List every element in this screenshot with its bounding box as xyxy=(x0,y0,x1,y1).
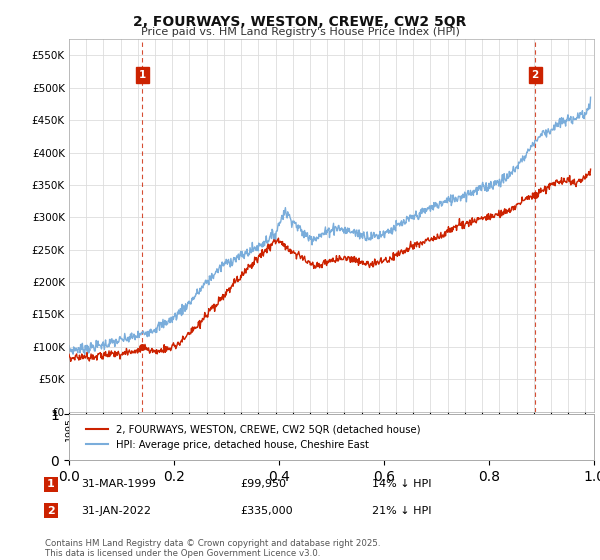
Legend: 2, FOURWAYS, WESTON, CREWE, CW2 5QR (detached house), HPI: Average price, detach: 2, FOURWAYS, WESTON, CREWE, CW2 5QR (det… xyxy=(79,418,428,457)
Text: 2: 2 xyxy=(532,70,539,80)
Text: 2: 2 xyxy=(47,506,55,516)
Text: 14% ↓ HPI: 14% ↓ HPI xyxy=(372,479,431,489)
Text: £335,000: £335,000 xyxy=(240,506,293,516)
Text: Contains HM Land Registry data © Crown copyright and database right 2025.
This d: Contains HM Land Registry data © Crown c… xyxy=(45,539,380,558)
Text: £99,950: £99,950 xyxy=(240,479,286,489)
Text: 31-MAR-1999: 31-MAR-1999 xyxy=(81,479,156,489)
Text: 1: 1 xyxy=(139,70,146,80)
Text: 2, FOURWAYS, WESTON, CREWE, CW2 5QR: 2, FOURWAYS, WESTON, CREWE, CW2 5QR xyxy=(133,15,467,29)
Text: 1: 1 xyxy=(47,479,55,489)
Text: Price paid vs. HM Land Registry's House Price Index (HPI): Price paid vs. HM Land Registry's House … xyxy=(140,27,460,37)
Text: 31-JAN-2022: 31-JAN-2022 xyxy=(81,506,151,516)
Text: 21% ↓ HPI: 21% ↓ HPI xyxy=(372,506,431,516)
